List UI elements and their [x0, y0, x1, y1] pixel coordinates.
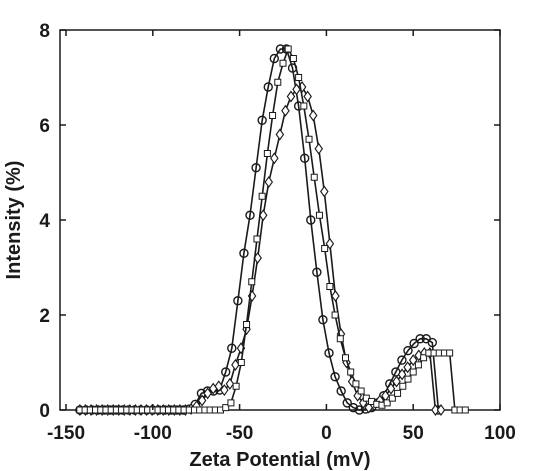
data-point — [332, 312, 338, 318]
data-point — [296, 75, 302, 81]
data-point — [275, 79, 281, 85]
data-point — [259, 193, 265, 199]
y-tick-label: 0 — [39, 401, 50, 422]
data-point — [405, 376, 411, 382]
data-point — [395, 390, 401, 396]
y-tick-label: 4 — [39, 211, 50, 232]
x-tick-label: 0 — [321, 423, 332, 444]
data-point — [400, 383, 406, 389]
data-point — [415, 362, 421, 368]
data-point — [301, 103, 307, 109]
data-point — [233, 383, 239, 389]
x-tick-label: 100 — [484, 423, 516, 444]
data-point — [337, 336, 343, 342]
data-point — [238, 360, 244, 366]
data-point — [311, 174, 317, 180]
data-point — [358, 388, 364, 394]
data-point — [306, 136, 312, 142]
data-point — [348, 369, 354, 375]
data-point — [228, 400, 234, 406]
data-point — [316, 212, 322, 218]
y-axis-label: Intensity (%) — [3, 161, 25, 280]
y-tick-label: 6 — [39, 116, 50, 137]
data-point — [249, 279, 255, 285]
data-point — [447, 350, 453, 356]
x-tick-label: -100 — [134, 423, 172, 444]
data-point — [254, 236, 260, 242]
data-point — [410, 369, 416, 375]
data-point — [353, 381, 359, 387]
data-point — [285, 46, 291, 52]
y-tick-label: 2 — [39, 306, 50, 327]
y-tick-label: 8 — [39, 21, 50, 42]
x-tick-label: -150 — [47, 423, 85, 444]
data-point — [290, 56, 296, 62]
x-tick-label: 50 — [403, 423, 424, 444]
data-point — [264, 151, 270, 157]
data-point — [322, 246, 328, 252]
data-point — [280, 60, 286, 66]
data-point — [342, 355, 348, 361]
x-axis-label: Zeta Potential (mV) — [189, 449, 370, 471]
data-point — [270, 113, 276, 119]
x-tick-label: -50 — [226, 423, 253, 444]
data-point — [327, 284, 333, 290]
data-point — [244, 322, 250, 328]
data-point — [462, 407, 468, 413]
